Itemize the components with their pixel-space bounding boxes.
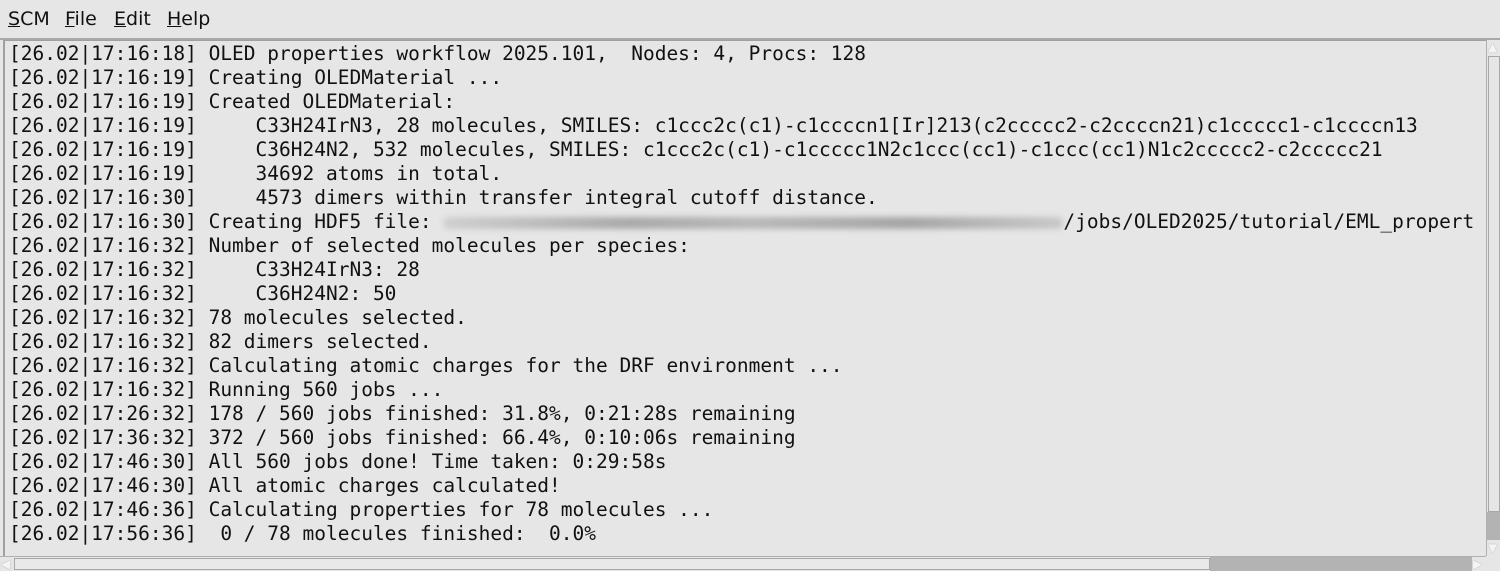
log-line-prefix: [26.02|17:16:30] Creating HDF5 file: [9,210,444,233]
log-line: [26.02|17:36:32] 372 / 560 jobs finished… [9,426,796,449]
scroll-right-arrow-icon[interactable]: ▶ [1473,557,1483,571]
vertical-scroll-thumb[interactable] [1488,56,1500,512]
log-line: [26.02|17:16:19] 34692 atoms in total. [9,162,503,185]
log-line: [26.02|17:26:32] 178 / 560 jobs finished… [9,402,796,425]
menu-bar: SCM File Edit Help [0,0,1500,40]
log-line: [26.02|17:16:19] C36H24N2, 532 molecules… [9,138,1383,161]
menu-help[interactable]: Help [167,8,211,30]
log-line: [26.02|17:16:32] C33H24IrN3: 28 [9,258,420,281]
scroll-up-arrow-icon[interactable]: ▲ [1488,40,1498,54]
menu-scm[interactable]: SCM [8,8,50,30]
horizontal-scroll-thumb[interactable] [14,558,1210,570]
vertical-scroll-trough[interactable] [1487,512,1500,540]
log-line: [26.02|17:16:32] 82 dimers selected. [9,330,432,353]
log-line: [26.02|17:16:19] Created OLEDMaterial: [9,90,456,113]
log-line: [26.02|17:46:30] All 560 jobs done! Time… [9,450,667,473]
menu-file[interactable]: File [65,8,97,30]
log-line: [26.02|17:16:19] C33H24IrN3, 28 molecule… [9,114,1418,137]
log-line: [26.02|17:16:32] Running 560 jobs ... [9,378,444,401]
log-line: [26.02|17:16:32] 78 molecules selected. [9,306,467,329]
redacted-path [443,216,1064,229]
log-line: [26.02|17:16:18] OLED properties workflo… [9,42,867,65]
scroll-down-arrow-icon[interactable]: ▼ [1488,541,1498,555]
horizontal-scrollbar[interactable]: ◀ ▶ [0,556,1486,571]
horizontal-scroll-trough[interactable] [1210,557,1472,571]
log-line: [26.02|17:46:36] Calculating properties … [9,498,714,521]
log-line: [26.02|17:16:32] Calculating atomic char… [9,354,843,377]
log-line: [26.02|17:56:36] 0 / 78 molecules finish… [9,522,596,545]
log-line-suffix: /jobs/OLED2025/tutorial/EML_propert [1063,210,1475,233]
scroll-left-arrow-icon[interactable]: ◀ [1,557,11,571]
log-line: [26.02|17:16:30] 4573 dimers within tran… [9,186,878,209]
log-line: [26.02|17:16:19] Creating OLEDMaterial .… [9,66,503,89]
vertical-scrollbar[interactable]: ▲ ▼ [1486,40,1500,556]
log-line-hdf5: [26.02|17:16:30] Creating HDF5 file: /jo… [9,210,1474,234]
log-line: [26.02|17:46:30] All atomic charges calc… [9,474,561,497]
menu-edit[interactable]: Edit [114,8,151,30]
log-output[interactable]: [26.02|17:16:18] OLED properties workflo… [3,40,1487,557]
log-line: [26.02|17:16:32] C36H24N2: 50 [9,282,397,305]
log-line: [26.02|17:16:32] Number of selected mole… [9,234,690,257]
